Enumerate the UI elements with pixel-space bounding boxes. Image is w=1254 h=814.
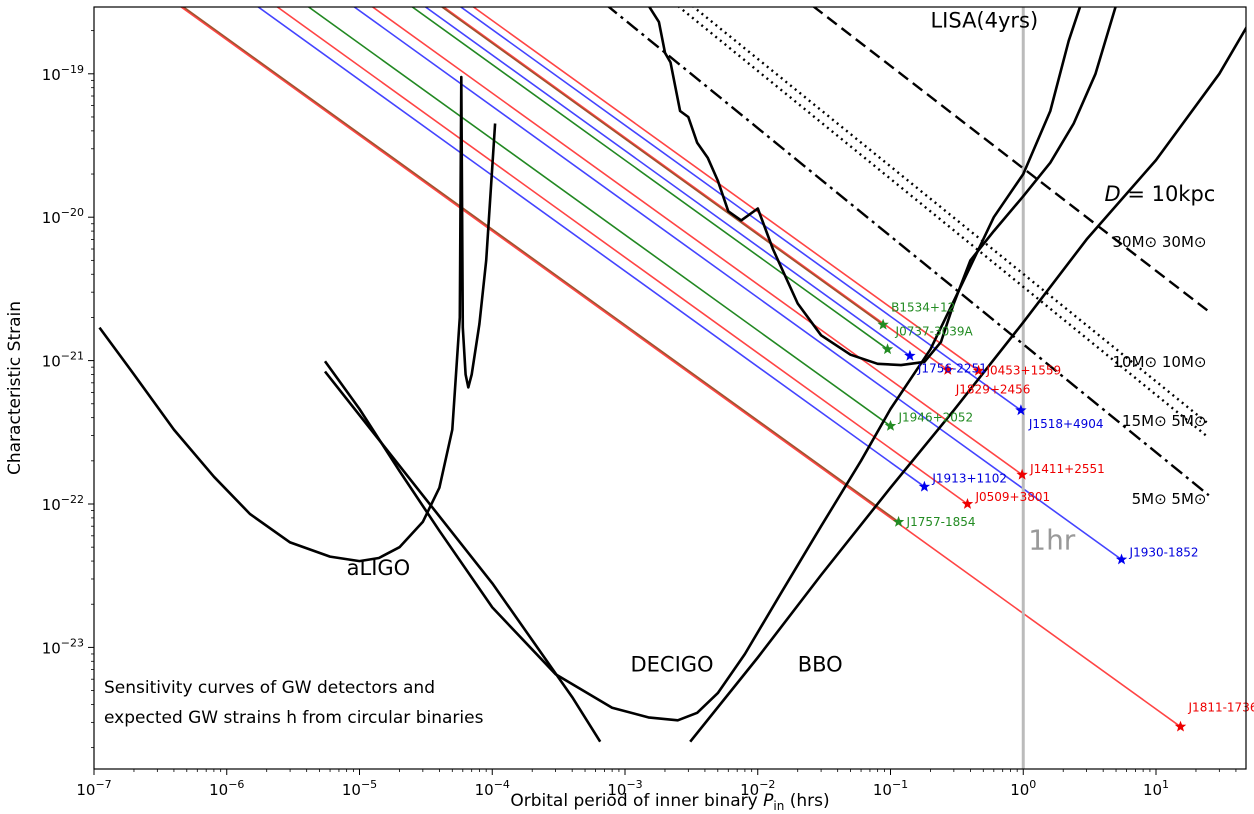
plot-frame — [93, 6, 1247, 770]
annotation-line-1: Sensitivity curves of GW detectors and — [104, 678, 435, 698]
label-J1811-1736: J1811-1736 — [1188, 701, 1254, 715]
y-tick-label-0: 10−23 — [42, 636, 84, 657]
x-tick-label-4: 10−3 — [607, 778, 642, 799]
detector-curve-BBO_right — [689, 25, 1246, 743]
marker-J1946+2052 — [884, 420, 897, 431]
x-tick-label-3: 10−4 — [475, 778, 510, 799]
y-axis-label: Characteristic Strain — [5, 301, 25, 475]
marker-J1411+2551 — [1016, 468, 1028, 480]
annotation-line-2: expected GW strains h from circular bina… — [104, 708, 484, 728]
x-axis-label-symbol: P — [763, 791, 774, 811]
track-J1811-1736 — [179, 7, 1181, 728]
source-label-3: 5M⊙ 5M⊙ — [1132, 490, 1207, 508]
source-label-2: 15M⊙ 5M⊙ — [1122, 412, 1206, 430]
label-B1534+12: B1534+12 — [891, 300, 955, 314]
marker-J1811-1736 — [1174, 720, 1187, 732]
label-J1411+2551: J1411+2551 — [1029, 462, 1105, 476]
source-label-0: 30M⊙ 30M⊙ — [1113, 233, 1207, 251]
marker-J1757-1854 — [892, 515, 905, 527]
label-J0509+3801: J0509+3801 — [974, 490, 1050, 504]
one-hour-label: 1hr — [1028, 524, 1076, 557]
y-tick-label-4: 10−19 — [42, 63, 84, 84]
source-curve-2 — [677, 7, 1210, 439]
marker-J1518+4904 — [1015, 404, 1027, 416]
detector-curve-LISA(4yrs) — [647, 7, 1117, 367]
track-J1756-2251 — [424, 7, 911, 357]
label-J1756-2251: J1756-2251 — [917, 362, 987, 376]
label-J1518+4904: J1518+4904 — [1028, 417, 1104, 431]
x-tick-label-5: 10−2 — [740, 778, 775, 799]
x-axis-label-subscript: in — [773, 799, 784, 813]
x-tick-label-1: 10−6 — [209, 778, 244, 799]
track-J0509+3801 — [276, 7, 968, 505]
marker-J0453+1559 — [972, 364, 985, 376]
label-J0737-3039A: J0737-3039A — [895, 324, 974, 338]
x-tick-label-7: 100 — [1010, 778, 1036, 799]
x-tick-label-0: 10−7 — [76, 778, 111, 799]
source-curve-layer — [607, 7, 1210, 497]
marker-J0737-3039A — [881, 343, 894, 355]
label-layer: J1811-1736 J1930-1852 J1518+4904 J1411+2551… — [347, 9, 1254, 715]
axes-layer: 10−7 10−6 10−5 10−4 10−3 10−2 10−1 100 101 10−23 1… — [42, 30, 1237, 799]
marker-J0509+3801 — [961, 498, 974, 509]
x-axis-label-main: Orbital period of inner binary — [510, 791, 763, 811]
detector-label-LISA(4yrs): LISA(4yrs) — [930, 9, 1038, 33]
detector-label-BBO: BBO — [798, 652, 843, 676]
track-J1829+2456 — [442, 7, 949, 371]
x-tick-label-8: 101 — [1143, 778, 1169, 799]
y-tick-label-3: 10−20 — [42, 206, 84, 227]
marker-J1930-1852 — [1115, 553, 1128, 565]
track-J1913+1102 — [256, 7, 925, 488]
detector-curve-layer — [98, 7, 1246, 743]
x-tick-label-6: 10−1 — [873, 778, 908, 799]
track-J1411+2551 — [371, 7, 1023, 476]
marker-J1913+1102 — [918, 480, 931, 492]
detector-label-aLIGO: aLIGO — [347, 556, 411, 580]
binary-track-layer — [179, 7, 1181, 769]
marker-B1534+12 — [877, 318, 889, 330]
track-J1946+2052 — [307, 7, 891, 427]
label-J1913+1102: J1913+1102 — [931, 472, 1007, 486]
x-axis-label: Orbital period of inner binary Pin (hrs) — [510, 791, 829, 813]
binary-marker-layer — [877, 318, 1187, 732]
x-tick-label-2: 10−5 — [342, 778, 377, 799]
label-J1757-1854: J1757-1854 — [906, 515, 976, 529]
track-J0453+1559 — [472, 7, 979, 372]
distance-label: D = 10kpc — [1104, 182, 1215, 206]
source-curve-0 — [812, 7, 1210, 313]
marker-J1756-2251 — [904, 349, 916, 361]
marker-J1829+2456 — [942, 364, 954, 375]
track-J0737-3039A — [411, 7, 888, 350]
label-J1829+2456: J1829+2456 — [955, 382, 1031, 396]
label-J0453+1559: J0453+1559 — [985, 364, 1061, 378]
track-J1757-1854 — [182, 7, 900, 523]
y-tick-label-1: 10−22 — [42, 493, 84, 514]
x-axis-label-unit: (hrs) — [784, 791, 829, 811]
track-J1518+4904 — [459, 7, 1022, 411]
detector-curve-BBO — [323, 370, 602, 743]
detector-curve-DECIGO — [323, 7, 1082, 722]
track-J1930-1852 — [352, 7, 1122, 561]
label-J1930-1852: J1930-1852 — [1129, 545, 1199, 559]
annotation-box: Sensitivity curves of GW detectors and e… — [104, 678, 484, 728]
source-label-1: 10M⊙ 10M⊙ — [1113, 353, 1207, 371]
y-tick-label-2: 10−21 — [42, 350, 84, 371]
track-B1534+12 — [440, 7, 884, 326]
detector-label-DECIGO: DECIGO — [630, 652, 713, 676]
label-J1946+2052: J1946+2052 — [898, 411, 974, 425]
